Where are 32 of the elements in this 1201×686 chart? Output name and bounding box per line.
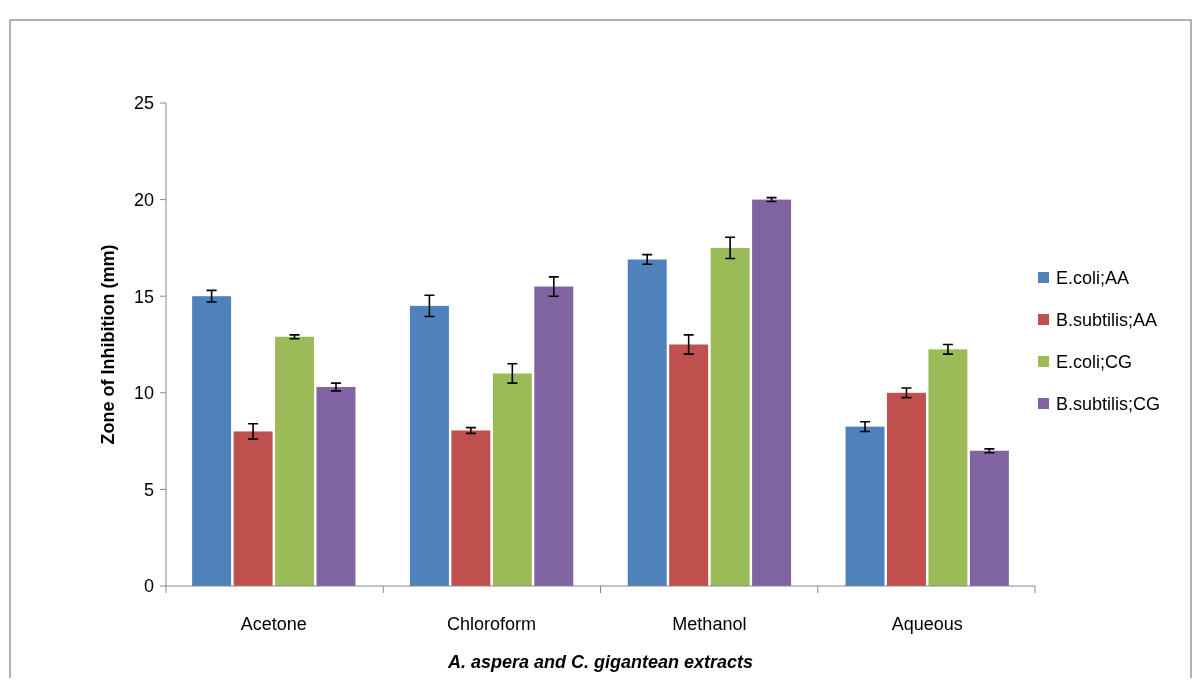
bar — [275, 336, 315, 586]
y-tick-label: 20 — [133, 189, 154, 210]
y-axis-title: Zone of Inhibition (mm) — [98, 244, 118, 445]
bar — [192, 296, 232, 586]
bar — [627, 259, 667, 586]
bar — [233, 431, 273, 586]
legend-label: B.subtilis;CG — [1056, 394, 1161, 415]
y-tick-label: 15 — [133, 286, 154, 307]
x-tick-label: Aqueous — [891, 614, 963, 634]
bar — [534, 286, 574, 586]
x-tick-label: Chloroform — [447, 614, 537, 634]
bar — [886, 392, 926, 586]
legend-label: B.subtilis;AA — [1056, 310, 1158, 331]
y-tick-label: 25 — [133, 93, 154, 114]
y-tick-label: 5 — [143, 479, 154, 500]
legend-label: E.coli;CG — [1056, 352, 1133, 373]
y-tick-label: 0 — [143, 576, 154, 597]
bar — [845, 426, 885, 586]
bar — [451, 430, 491, 586]
x-tick-label: Methanol — [672, 614, 747, 634]
legend-label: E.coli;AA — [1056, 268, 1130, 289]
bar — [710, 247, 750, 586]
x-tick-label: Acetone — [240, 614, 307, 634]
bar — [969, 450, 1009, 586]
bar — [928, 349, 968, 586]
bar — [669, 344, 709, 586]
y-tick-label: 10 — [133, 383, 154, 404]
bar — [752, 199, 792, 586]
bar — [492, 373, 532, 586]
x-axis-title: A. aspera and C. gigantean extracts — [446, 652, 754, 672]
bar — [316, 387, 356, 586]
bar — [409, 305, 449, 586]
